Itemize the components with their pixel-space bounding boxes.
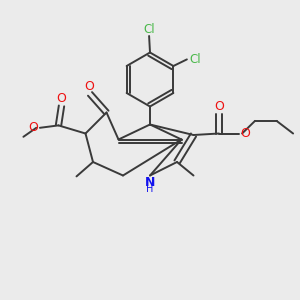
Text: O: O: [214, 100, 224, 113]
Text: H: H: [146, 184, 154, 194]
Text: O: O: [85, 80, 94, 93]
Text: Cl: Cl: [143, 22, 155, 36]
Text: O: O: [57, 92, 66, 105]
Text: Cl: Cl: [189, 53, 201, 66]
Text: O: O: [240, 127, 250, 140]
Text: N: N: [145, 176, 155, 189]
Text: O: O: [28, 121, 38, 134]
